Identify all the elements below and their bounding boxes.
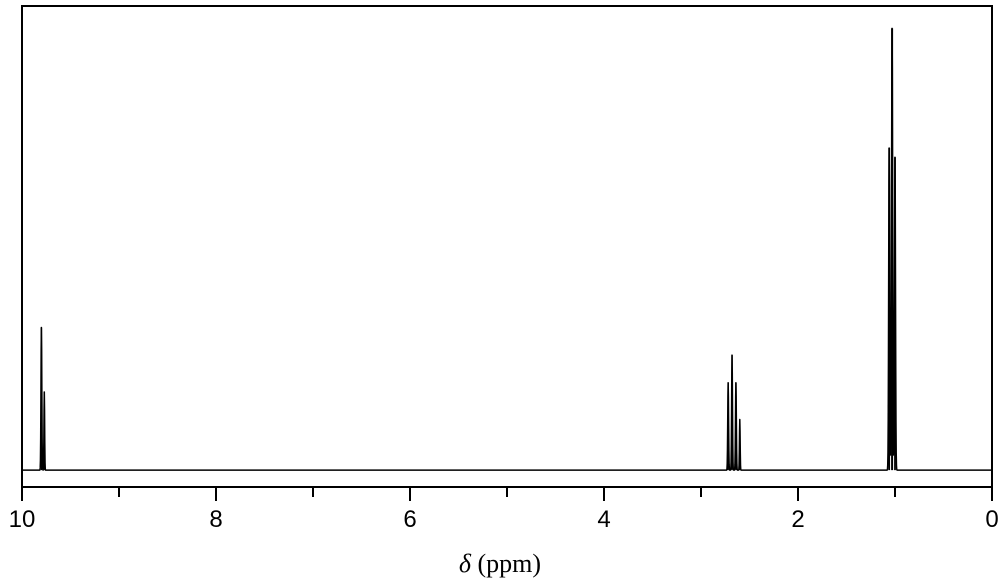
x-tick-label: 10 — [9, 506, 36, 533]
x-tick-label: 6 — [403, 506, 416, 533]
x-tick-label: 4 — [597, 506, 610, 533]
chart-container: 10 8 6 4 2 0 δ (ppm) — [0, 0, 1000, 579]
x-tick-label: 0 — [985, 506, 998, 533]
nmr-spectrum-svg: 10 8 6 4 2 0 — [0, 0, 1000, 579]
x-axis-label: δ (ppm) — [0, 549, 1000, 579]
x-tick-label: 8 — [209, 506, 222, 533]
x-tick-label: 2 — [791, 506, 804, 533]
